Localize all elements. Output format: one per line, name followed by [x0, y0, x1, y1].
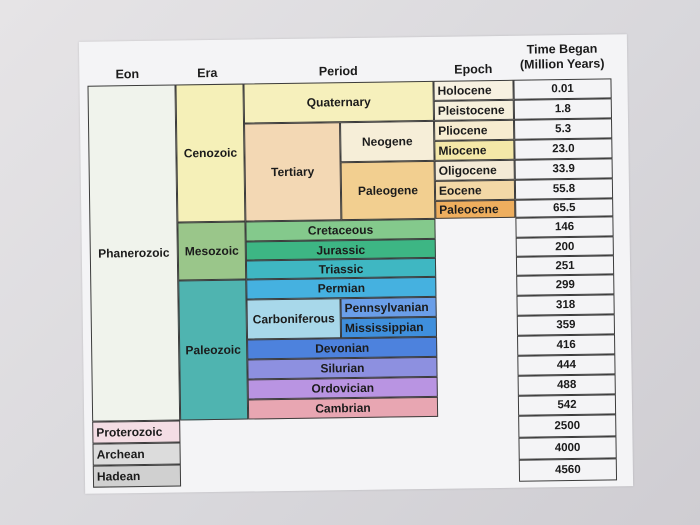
eon-hadean: Hadean: [92, 464, 182, 488]
eon-archean: Archean: [92, 442, 181, 466]
period-devonian: Devonian: [247, 336, 438, 360]
header-time-line2: (Million Years): [519, 56, 605, 72]
period-mississippian: Mississippian: [340, 316, 438, 339]
time-6: 65.5: [515, 198, 614, 218]
time-17: 2500: [518, 414, 617, 438]
era-mesozoic: Mesozoic: [177, 221, 247, 281]
time-3: 23.0: [514, 138, 613, 160]
time-1: 1.8: [513, 98, 612, 120]
header-period: Period: [318, 63, 358, 79]
time-5: 55.8: [514, 178, 614, 200]
header-eon: Eon: [115, 67, 140, 82]
period-tertiary: Tertiary: [244, 122, 342, 222]
period-permian: Permian: [246, 276, 437, 300]
header-era: Era: [197, 65, 218, 81]
era-paleozoic: Paleozoic: [178, 279, 249, 421]
time-15: 488: [517, 374, 616, 396]
header-time-began: Time Began (Million Years): [513, 34, 612, 79]
time-12: 359: [516, 314, 616, 336]
period-pennsylvanian: Pennsylvanian: [340, 296, 437, 319]
time-18: 4000: [518, 436, 617, 460]
period-quaternary: Quaternary: [243, 80, 435, 124]
time-4: 33.9: [514, 158, 613, 180]
eon-proterozoic: Proterozoic: [92, 420, 181, 444]
period-carboniferous: Carboniferous: [246, 298, 342, 340]
header-time-line1: Time Began: [526, 41, 598, 57]
epoch-paleocene: Paleocene: [435, 199, 516, 219]
epoch-miocene: Miocene: [434, 139, 515, 161]
time-16: 542: [517, 394, 617, 416]
epoch-oligocene: Oligocene: [434, 159, 515, 181]
time-0: 0.01: [513, 78, 612, 100]
geologic-time-scale-table: Eon Era Period Epoch Time Began (Million…: [78, 34, 634, 494]
period-cretaceous: Cretaceous: [245, 218, 436, 242]
period-cambrian: Cambrian: [247, 396, 439, 420]
time-14: 444: [517, 354, 616, 376]
time-9: 251: [515, 255, 615, 276]
epoch-holocene: Holocene: [433, 79, 514, 101]
era-cenozoic: Cenozoic: [175, 83, 246, 223]
time-2: 5.3: [514, 118, 613, 140]
period-ordovician: Ordovician: [247, 376, 438, 400]
period-neogene: Neogene: [340, 120, 435, 163]
time-8: 200: [515, 236, 614, 257]
time-11: 318: [516, 294, 615, 316]
period-paleogene: Paleogene: [340, 160, 436, 221]
epoch-eocene: Eocene: [434, 179, 516, 201]
epoch-pleistocene: Pleistocene: [433, 99, 515, 121]
time-7: 146: [515, 216, 614, 238]
epoch-pliocene: Pliocene: [434, 119, 515, 141]
eon-phanerozoic: Phanerozoic: [87, 84, 181, 422]
time-13: 416: [517, 334, 616, 356]
time-10: 299: [516, 274, 615, 296]
period-silurian: Silurian: [247, 356, 438, 380]
header-epoch: Epoch: [454, 62, 493, 77]
time-19: 4560: [518, 458, 618, 482]
